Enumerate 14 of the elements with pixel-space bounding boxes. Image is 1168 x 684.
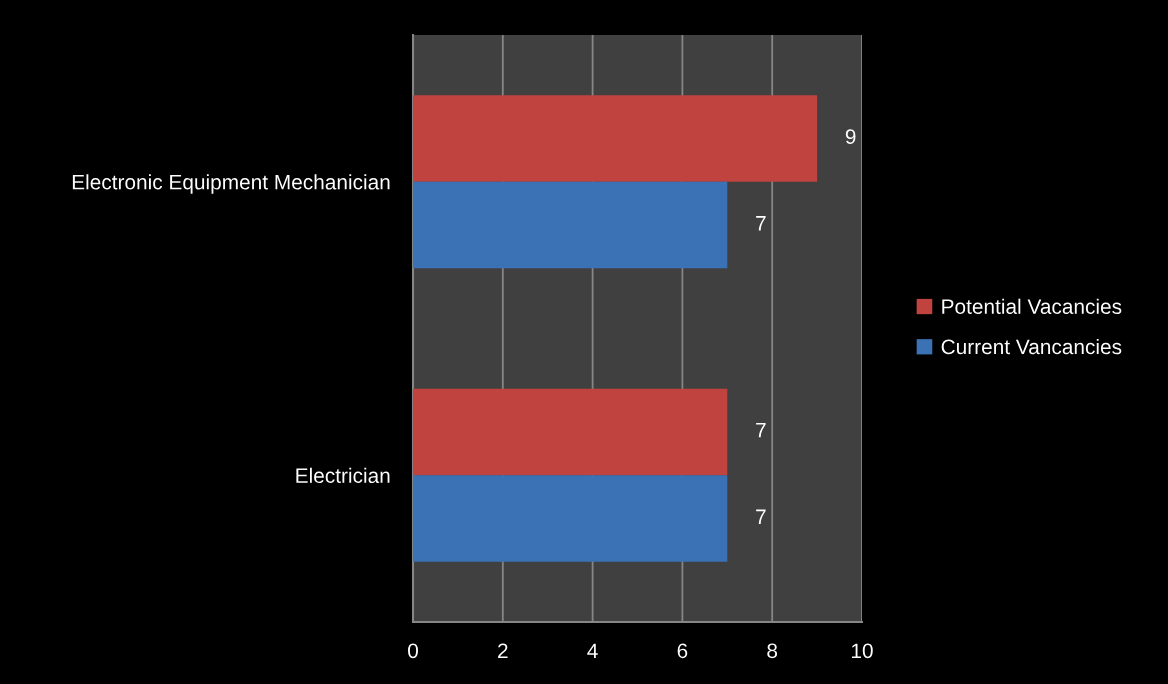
- x-tick-label: 10: [851, 643, 873, 659]
- x-tick-label: 6: [677, 643, 688, 659]
- data-label: 7: [756, 509, 766, 524]
- data-label: 7: [756, 423, 766, 438]
- x-tick-label: 2: [498, 643, 508, 658]
- x-tick-label: 8: [767, 643, 778, 659]
- legend-label: Current Vancancies: [941, 338, 1122, 355]
- legend-label: Potential Vacancies: [942, 298, 1122, 314]
- y-tick-label: Electronic Equipment Mechanician: [72, 174, 390, 194]
- x-tick-label: 4: [587, 643, 598, 658]
- y-tick-label: Electrician: [296, 467, 390, 484]
- data-label: 7: [756, 216, 766, 231]
- data-label: 9: [845, 129, 856, 145]
- x-tick-label: 0: [408, 643, 418, 659]
